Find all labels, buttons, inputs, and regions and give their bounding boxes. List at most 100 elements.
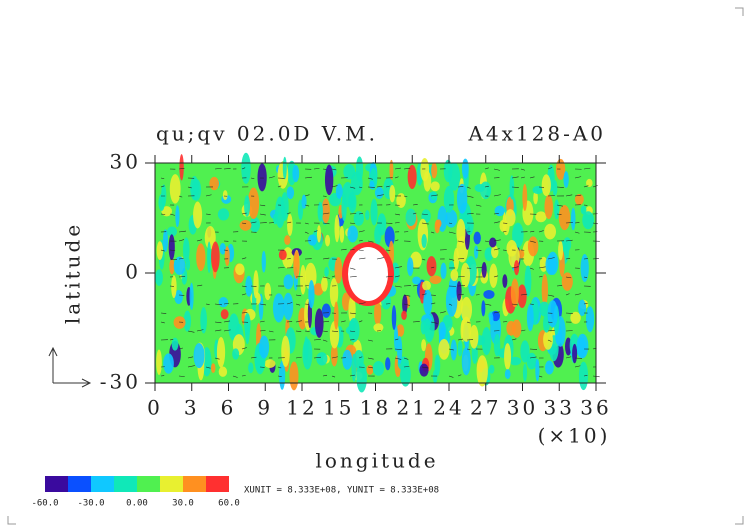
field-blob <box>301 194 307 209</box>
vector <box>322 276 330 279</box>
vector <box>529 356 537 359</box>
field-blob <box>541 274 548 306</box>
vector <box>349 222 356 224</box>
vector <box>466 195 474 198</box>
field-blob <box>283 274 294 290</box>
vector <box>358 213 363 215</box>
unit-note: XUNIT = 8.333E+08, YUNIT = 8.333E+08 <box>244 486 439 496</box>
vector <box>547 195 555 197</box>
field-blob <box>343 164 356 180</box>
corner-marks <box>7 7 744 525</box>
field-blob <box>570 207 576 231</box>
chart-subtitle: A4x128-A0 <box>467 122 606 146</box>
vector <box>223 320 231 323</box>
vector <box>565 194 573 197</box>
x-tick-label: 18 <box>360 396 391 420</box>
field-blob <box>469 324 479 349</box>
vector <box>547 294 555 297</box>
field-blob <box>155 269 163 286</box>
field-blob <box>585 306 595 333</box>
field-blob <box>374 300 382 326</box>
field-blob <box>522 363 528 382</box>
field-blob <box>422 280 431 291</box>
vector <box>331 375 336 378</box>
vector <box>412 284 418 287</box>
field-blob <box>494 205 505 217</box>
field-blob <box>348 295 356 325</box>
vector <box>178 258 184 260</box>
vector <box>538 230 544 233</box>
vector <box>169 338 174 341</box>
vector <box>169 213 175 216</box>
x-tick-label: 0 <box>147 396 163 420</box>
vector <box>268 330 274 333</box>
field-blob <box>222 190 228 201</box>
field-blob <box>173 316 186 329</box>
field-blob <box>374 186 384 199</box>
vector <box>511 176 519 179</box>
field-blob <box>259 335 270 359</box>
field-blob <box>481 327 492 356</box>
y-tick-label: 0 <box>125 260 141 284</box>
colorbar-swatch <box>68 476 91 492</box>
vector <box>421 213 428 215</box>
field-blob <box>389 184 396 203</box>
field-blob <box>321 303 331 318</box>
field-blob <box>169 174 181 204</box>
vector <box>259 303 266 306</box>
vector <box>241 285 247 288</box>
field-blob <box>366 364 374 375</box>
vector <box>205 366 211 369</box>
field-blob <box>489 237 497 248</box>
field-blob <box>218 366 228 377</box>
field-blob <box>572 343 578 364</box>
field-blob <box>547 300 558 328</box>
vector <box>313 168 320 170</box>
vector <box>331 168 337 171</box>
vector <box>349 312 356 315</box>
vector <box>331 330 339 333</box>
field-blob <box>396 324 405 337</box>
field-blob <box>348 247 388 301</box>
vector <box>349 330 356 333</box>
vector <box>403 303 411 306</box>
vector <box>475 204 482 207</box>
field-blob <box>544 360 554 375</box>
vector <box>574 293 581 296</box>
field-blob <box>316 225 322 243</box>
vector <box>214 329 222 332</box>
field-blob <box>582 211 595 230</box>
vector <box>412 204 418 206</box>
vector <box>403 366 410 368</box>
field-blob <box>304 262 317 291</box>
vector <box>583 276 588 278</box>
field-blob <box>555 158 566 180</box>
field-blob <box>304 336 309 361</box>
field-blob <box>430 181 440 192</box>
field-blob <box>193 201 203 229</box>
field-blob <box>369 180 375 190</box>
field-blob <box>308 280 315 309</box>
vector <box>457 293 464 296</box>
vector <box>592 222 598 225</box>
vector <box>304 194 310 197</box>
field-blob <box>407 257 414 277</box>
vector <box>187 356 194 359</box>
field-blob <box>535 358 540 382</box>
vector <box>331 356 338 359</box>
field-blob <box>348 317 360 343</box>
field-blob <box>405 208 417 226</box>
vector <box>565 276 572 279</box>
vector <box>295 294 302 297</box>
field-blob <box>183 310 192 332</box>
colorbar-label: -30.0 <box>77 499 104 509</box>
field-blob <box>372 360 385 376</box>
field-blob <box>168 234 175 261</box>
vector <box>403 195 408 198</box>
field-blob <box>171 337 179 351</box>
vector <box>259 204 266 207</box>
vector <box>259 330 266 332</box>
field-blob <box>524 265 532 297</box>
vector <box>295 320 302 323</box>
vector <box>358 356 363 359</box>
